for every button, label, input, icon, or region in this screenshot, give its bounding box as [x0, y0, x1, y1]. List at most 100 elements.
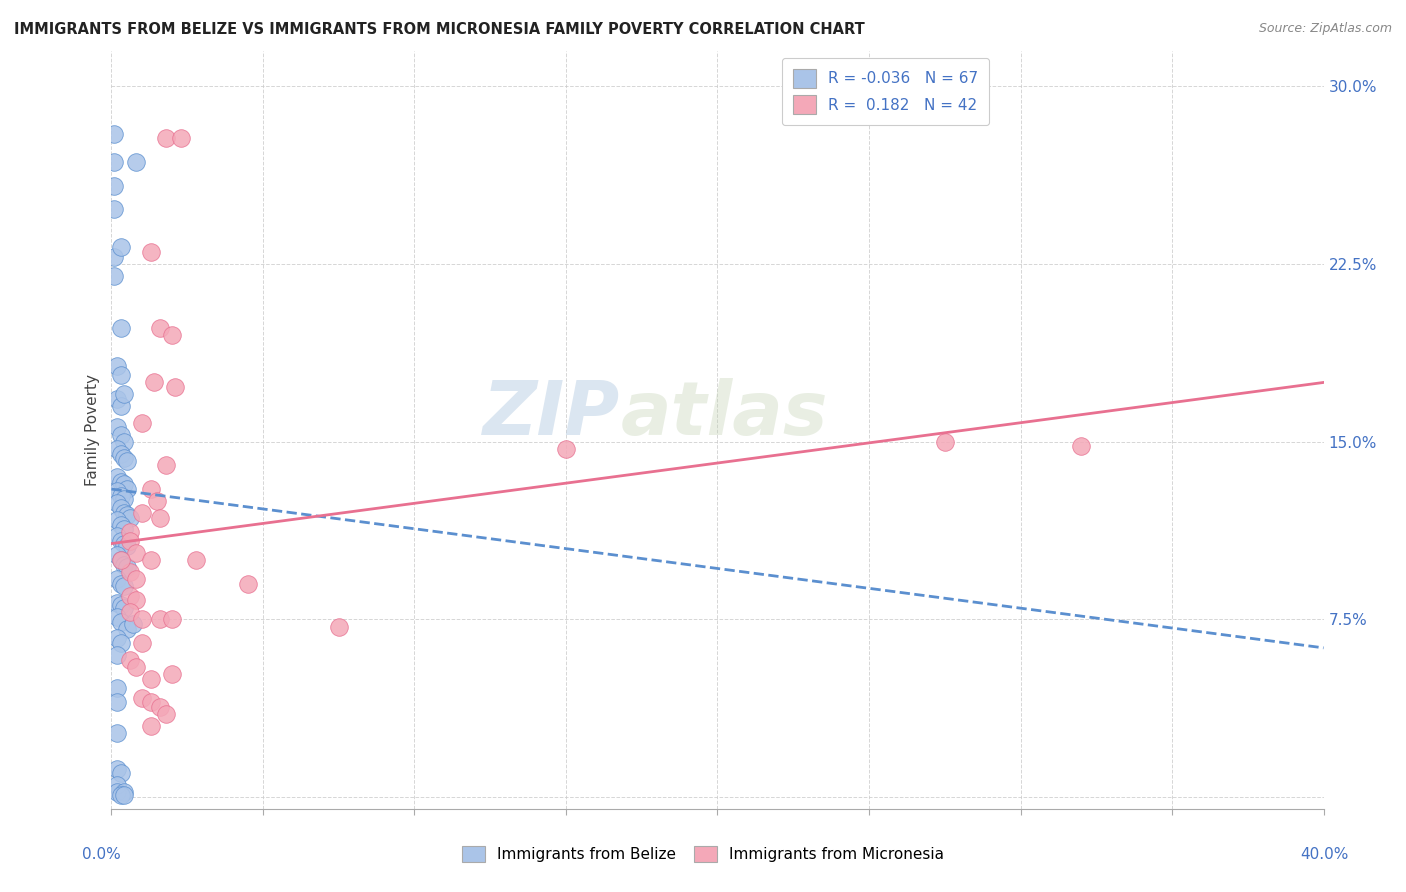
Point — [115, 482, 138, 496]
Point — [107, 359, 129, 373]
Point — [112, 536, 135, 550]
Point — [112, 506, 135, 520]
Point — [110, 577, 132, 591]
Point — [112, 491, 135, 506]
Point — [107, 785, 129, 799]
Point — [118, 565, 141, 579]
Point — [118, 589, 141, 603]
Point — [107, 420, 129, 434]
Point — [165, 380, 187, 394]
Text: ZIP: ZIP — [484, 378, 620, 451]
Point — [110, 321, 132, 335]
Point — [110, 399, 132, 413]
Point — [112, 387, 135, 401]
Point — [110, 368, 132, 383]
Point — [131, 690, 153, 705]
Point — [139, 553, 162, 567]
Text: Source: ZipAtlas.com: Source: ZipAtlas.com — [1258, 22, 1392, 36]
Point — [107, 648, 129, 662]
Point — [186, 553, 208, 567]
Point — [110, 446, 132, 460]
Point — [107, 681, 129, 695]
Point — [110, 615, 132, 629]
Point — [146, 494, 169, 508]
Point — [155, 458, 177, 473]
Point — [112, 600, 135, 615]
Point — [110, 534, 132, 549]
Point — [103, 268, 125, 283]
Point — [118, 653, 141, 667]
Point — [121, 617, 143, 632]
Point — [103, 250, 125, 264]
Point — [110, 766, 132, 780]
Point — [118, 534, 141, 549]
Point — [107, 392, 129, 406]
Text: 0.0%: 0.0% — [82, 847, 121, 862]
Point — [115, 508, 138, 523]
Point — [131, 506, 153, 520]
Point — [115, 560, 138, 574]
Point — [131, 636, 153, 650]
Point — [110, 553, 132, 567]
Point — [107, 778, 129, 792]
Point — [934, 434, 956, 449]
Point — [110, 598, 132, 612]
Legend: Immigrants from Belize, Immigrants from Micronesia: Immigrants from Belize, Immigrants from … — [456, 839, 950, 868]
Point — [115, 622, 138, 636]
Point — [149, 612, 172, 626]
Point — [107, 762, 129, 776]
Text: atlas: atlas — [620, 378, 828, 451]
Point — [110, 475, 132, 489]
Point — [107, 572, 129, 586]
Point — [139, 695, 162, 709]
Point — [103, 178, 125, 193]
Point — [131, 416, 153, 430]
Point — [110, 788, 132, 802]
Point — [160, 667, 183, 681]
Legend: R = -0.036   N = 67, R =  0.182   N = 42: R = -0.036 N = 67, R = 0.182 N = 42 — [782, 58, 988, 125]
Point — [142, 376, 165, 390]
Point — [110, 553, 132, 567]
Point — [139, 245, 162, 260]
Point — [124, 546, 146, 560]
Point — [103, 155, 125, 169]
Point — [107, 726, 129, 740]
Point — [139, 482, 162, 496]
Point — [149, 510, 172, 524]
Point — [107, 484, 129, 499]
Point — [110, 517, 132, 532]
Point — [124, 593, 146, 607]
Point — [103, 127, 125, 141]
Point — [124, 572, 146, 586]
Point — [149, 700, 172, 714]
Point — [112, 477, 135, 491]
Point — [170, 131, 193, 145]
Point — [555, 442, 578, 456]
Point — [107, 632, 129, 646]
Point — [118, 510, 141, 524]
Text: IMMIGRANTS FROM BELIZE VS IMMIGRANTS FROM MICRONESIA FAMILY POVERTY CORRELATION : IMMIGRANTS FROM BELIZE VS IMMIGRANTS FRO… — [14, 22, 865, 37]
Point — [107, 695, 129, 709]
Point — [115, 539, 138, 553]
Point — [160, 328, 183, 343]
Point — [139, 672, 162, 686]
Point — [155, 707, 177, 722]
Point — [124, 155, 146, 169]
Point — [107, 596, 129, 610]
Point — [110, 427, 132, 442]
Text: 40.0%: 40.0% — [1301, 847, 1348, 862]
Point — [112, 579, 135, 593]
Point — [160, 612, 183, 626]
Point — [103, 202, 125, 217]
Point — [110, 240, 132, 254]
Point — [107, 442, 129, 456]
Point — [107, 513, 129, 527]
Point — [110, 636, 132, 650]
Point — [112, 434, 135, 449]
Point — [107, 470, 129, 484]
Point — [112, 522, 135, 536]
Point — [107, 496, 129, 510]
Point — [118, 605, 141, 619]
Point — [107, 529, 129, 543]
Point — [124, 660, 146, 674]
